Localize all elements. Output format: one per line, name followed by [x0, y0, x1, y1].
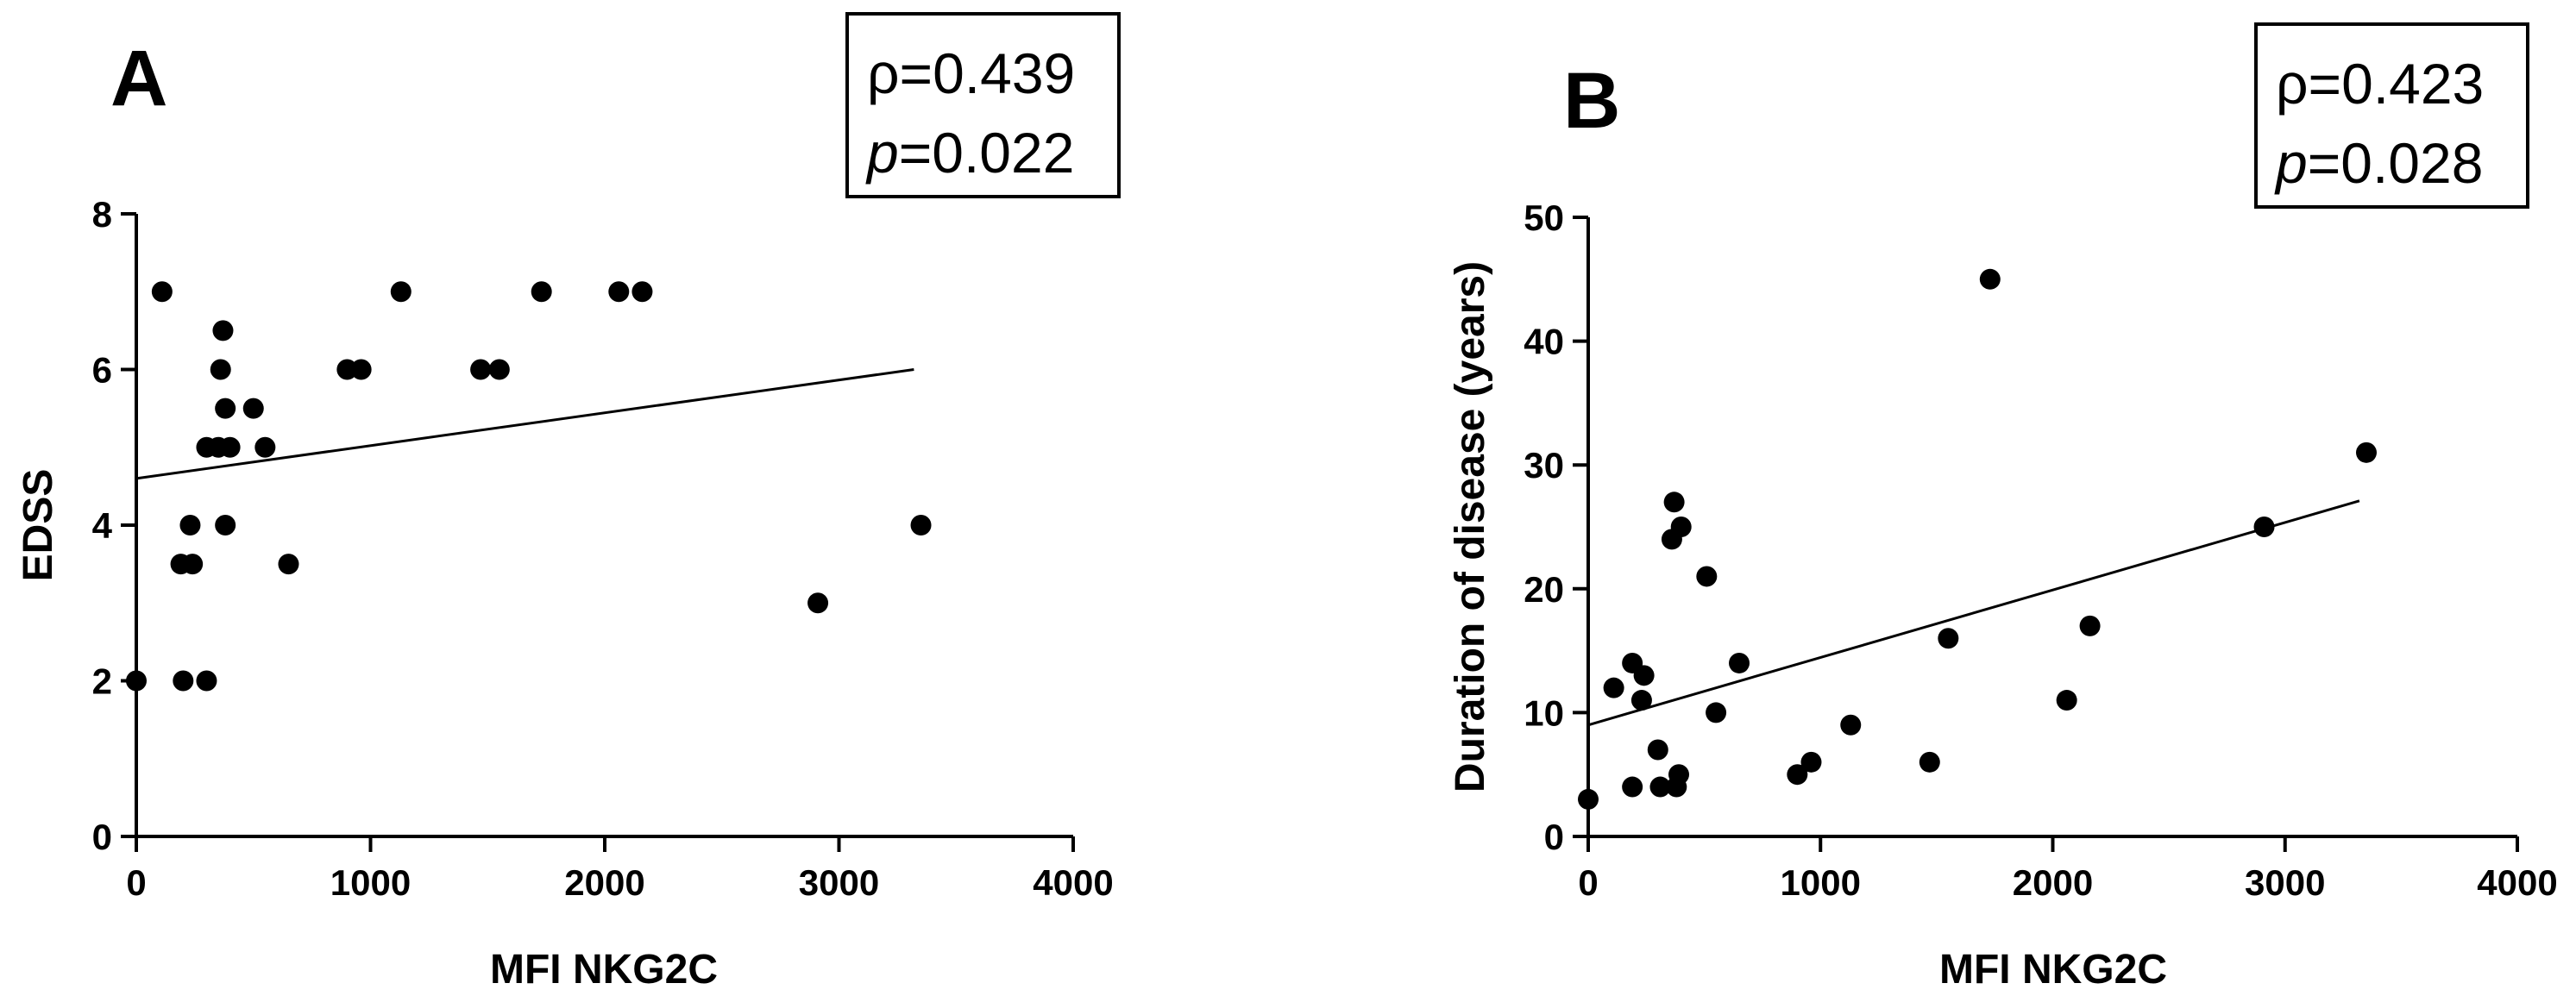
x-tick-label-a-2: 2000 [564, 862, 644, 903]
y-tick-label-a-0: 0 [92, 817, 112, 857]
data-point-b-14 [1706, 702, 1727, 723]
p-stat-a: p=0.022 [865, 121, 1074, 185]
data-point-a-20 [470, 359, 492, 380]
data-point-b-18 [1840, 714, 1862, 736]
x-axis-title-a: MFI NKG2C [490, 947, 718, 993]
x-tick-label-b-0: 0 [1578, 862, 1598, 903]
data-point-b-11 [1668, 764, 1690, 786]
data-point-b-17 [1800, 751, 1822, 773]
data-point-a-7 [196, 670, 217, 692]
data-point-a-16 [278, 554, 299, 575]
data-point-a-25 [807, 592, 829, 614]
data-point-b-20 [1938, 628, 1959, 649]
p-stat-b: p=0.028 [2274, 131, 2483, 195]
y-tick-label-b-5: 50 [1524, 197, 1564, 238]
data-point-b-7 [1649, 776, 1671, 798]
data-point-b-6 [1647, 739, 1668, 761]
y-tick-label-a-1: 2 [92, 661, 112, 702]
data-point-b-24 [2253, 517, 2275, 537]
stats-box-a [845, 12, 1121, 198]
y-tick-label-a-4: 8 [92, 194, 112, 235]
data-point-a-24 [631, 281, 653, 303]
data-point-b-1 [1603, 677, 1624, 698]
data-point-a-23 [608, 281, 630, 303]
regression-line-b [1587, 499, 2360, 727]
data-point-a-26 [910, 515, 932, 535]
data-point-a-11 [215, 515, 236, 535]
data-point-b-19 [1919, 751, 1940, 773]
y-axis-title-b: Duration of disease (years) [1448, 261, 1493, 792]
ticks-b: 0 1000 2000 3000 4000 0 10 20 30 40 50 [1524, 197, 2557, 903]
data-point-a-5 [182, 554, 204, 575]
data-point-b-15 [1729, 652, 1750, 673]
data-point-a-10 [212, 320, 234, 341]
scatter-points-b [1578, 268, 2377, 810]
ticks-a: 0 1000 2000 3000 4000 0 2 4 6 8 [92, 194, 1114, 903]
data-point-a-21 [488, 359, 510, 380]
y-tick-label-b-2: 20 [1524, 569, 1564, 610]
data-point-b-25 [2355, 442, 2377, 463]
data-point-a-0 [126, 670, 147, 692]
data-point-a-1 [151, 281, 173, 303]
y-tick-label-b-1: 10 [1524, 692, 1564, 733]
data-point-a-3 [173, 670, 194, 692]
data-point-a-22 [531, 281, 552, 303]
panel-a: A ρ=0.439 p=0.022 0 1000 2000 3000 4000 0 2 4 6 8… [16, 12, 1121, 993]
x-tick-label-b-1: 1000 [1781, 862, 1861, 903]
panel-label-b: B [1563, 57, 1620, 145]
data-point-a-14 [242, 398, 264, 419]
data-point-b-16 [1787, 764, 1808, 786]
x-tick-label-a-4: 4000 [1033, 862, 1113, 903]
y-tick-label-b-4: 40 [1524, 322, 1564, 362]
data-point-b-21 [1979, 268, 2001, 290]
data-point-a-9 [210, 359, 231, 380]
y-axis-title-a: EDSS [16, 469, 61, 582]
data-point-b-13 [1696, 566, 1718, 587]
data-point-a-15 [254, 436, 276, 458]
panel-label-a: A [110, 34, 167, 122]
regression-line-a [135, 368, 914, 480]
x-tick-label-a-1: 1000 [330, 862, 411, 903]
stats-box-b [2254, 22, 2529, 209]
data-point-b-4 [1630, 690, 1652, 711]
data-point-a-13 [219, 436, 241, 458]
x-tick-label-a-3: 3000 [799, 862, 879, 903]
x-tick-label-b-4: 4000 [2477, 862, 2557, 903]
data-point-a-12 [215, 398, 236, 419]
y-tick-label-b-0: 0 [1544, 817, 1564, 857]
data-point-b-3 [1622, 776, 1643, 798]
data-point-b-12 [1670, 517, 1692, 537]
data-point-b-0 [1578, 788, 1599, 810]
data-point-b-23 [2079, 615, 2101, 636]
x-tick-label-b-2: 2000 [2013, 862, 2093, 903]
rho-stat-a: ρ=0.439 [867, 41, 1075, 105]
data-point-a-19 [390, 281, 412, 303]
panel-b: B ρ=0.423 p=0.028 0 1000 2000 3000 4000 0 10 20… [1448, 22, 2558, 993]
x-tick-label-b-3: 3000 [2245, 862, 2325, 903]
y-tick-label-a-3: 6 [92, 350, 112, 391]
data-point-a-4 [179, 515, 201, 535]
x-tick-label-a-0: 0 [126, 862, 146, 903]
data-point-a-18 [350, 359, 372, 380]
data-point-b-9 [1663, 492, 1685, 513]
scatter-points-a [126, 281, 932, 692]
data-point-b-22 [2056, 690, 2077, 711]
y-tick-label-a-2: 4 [92, 505, 113, 546]
data-point-b-5 [1633, 665, 1655, 686]
rho-stat-b: ρ=0.423 [2276, 52, 2484, 116]
x-axis-title-b: MFI NKG2C [1939, 947, 2167, 993]
y-tick-label-b-3: 30 [1524, 445, 1564, 485]
